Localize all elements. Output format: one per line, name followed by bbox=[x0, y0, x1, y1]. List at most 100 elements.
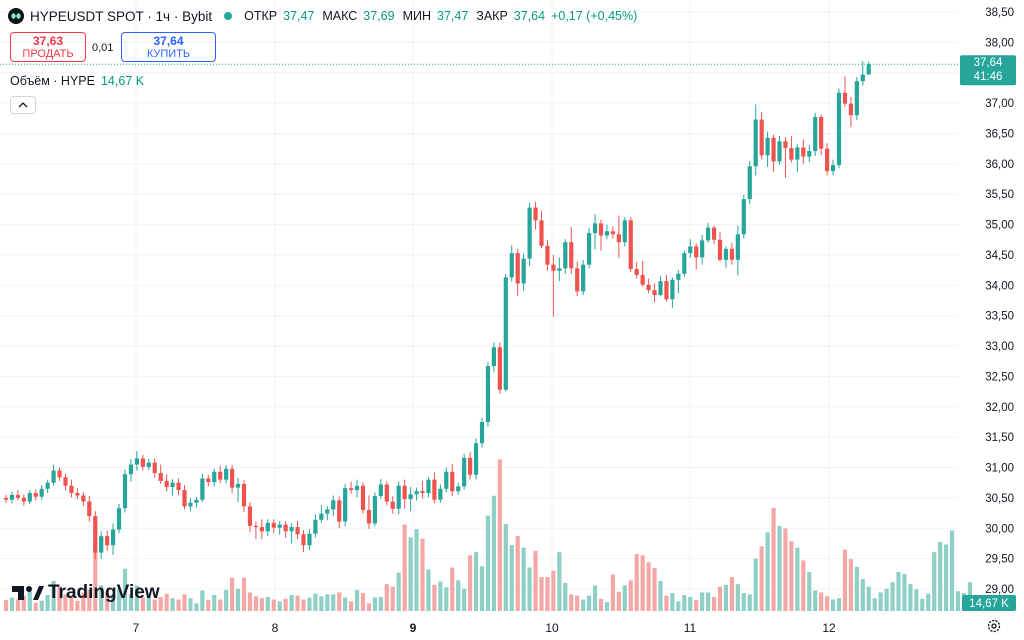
volume-bar bbox=[497, 459, 502, 611]
candle-body bbox=[93, 516, 98, 553]
volume-bar bbox=[545, 577, 550, 611]
buy-button[interactable]: 37,64 КУПИТЬ bbox=[121, 32, 216, 62]
volume-bar bbox=[230, 577, 235, 611]
candle bbox=[343, 483, 348, 527]
candle bbox=[610, 226, 615, 239]
candle-body bbox=[247, 506, 253, 526]
candle bbox=[116, 503, 122, 534]
volume-bar bbox=[955, 591, 961, 611]
volume-bar bbox=[801, 560, 806, 611]
candle-body bbox=[396, 485, 401, 509]
candle bbox=[604, 224, 610, 240]
volume-bar bbox=[896, 571, 901, 611]
candle-body bbox=[450, 471, 455, 492]
volume-bar bbox=[444, 587, 449, 611]
candle bbox=[354, 479, 360, 498]
volume-bar bbox=[598, 598, 604, 611]
volume-bar bbox=[783, 528, 788, 611]
volume-bar bbox=[729, 577, 734, 611]
candle bbox=[581, 259, 586, 296]
candle bbox=[646, 278, 651, 294]
chart-grid bbox=[0, 0, 958, 612]
tradingview-logo[interactable]: TradingView bbox=[12, 582, 160, 604]
market-status-icon bbox=[224, 12, 233, 20]
candle bbox=[450, 463, 455, 497]
volume-bar bbox=[116, 589, 122, 611]
candle-body bbox=[795, 147, 800, 160]
candle bbox=[557, 257, 562, 282]
volume-bar bbox=[878, 592, 883, 611]
candle-body bbox=[295, 527, 300, 535]
volume-bar bbox=[337, 592, 342, 611]
volume-bar bbox=[908, 584, 913, 611]
volume-bar bbox=[259, 598, 264, 611]
candle bbox=[218, 465, 223, 484]
candle bbox=[747, 160, 752, 204]
candle bbox=[212, 468, 217, 487]
candle bbox=[426, 477, 431, 498]
volume-legend-label[interactable]: Объём · HYPE bbox=[10, 74, 95, 88]
candle bbox=[479, 417, 485, 448]
volume-bar bbox=[69, 596, 74, 611]
candle bbox=[307, 528, 312, 551]
candle-body bbox=[801, 147, 806, 157]
candle-body bbox=[230, 468, 235, 488]
volume-bar bbox=[295, 595, 300, 611]
candle-body bbox=[354, 485, 360, 490]
volume-bar bbox=[884, 588, 889, 611]
candle-body bbox=[426, 479, 431, 494]
volume-bar bbox=[563, 582, 568, 611]
volume-bar bbox=[63, 594, 68, 611]
candle bbox=[158, 464, 163, 484]
candle-body bbox=[289, 527, 294, 532]
volume-bar bbox=[349, 601, 354, 611]
candle bbox=[247, 502, 253, 532]
candle bbox=[128, 459, 134, 482]
candle-body bbox=[569, 242, 574, 269]
symbol-title[interactable]: HYPEUSDT SPOT · 1ч · Bybit bbox=[30, 8, 213, 24]
candle bbox=[176, 478, 181, 496]
sell-button[interactable]: 37,63 ПРОДАТЬ bbox=[10, 32, 86, 62]
candle-body bbox=[366, 510, 372, 524]
candle-body bbox=[491, 347, 496, 367]
candle bbox=[140, 454, 145, 471]
candle-body bbox=[241, 483, 247, 507]
candle bbox=[462, 453, 467, 490]
volume-bar bbox=[105, 593, 110, 611]
candle-body bbox=[515, 253, 520, 284]
candle bbox=[63, 473, 68, 491]
price-tick: 37,00 bbox=[985, 98, 1014, 110]
volume-bar bbox=[9, 597, 15, 611]
price-tick: 35,00 bbox=[985, 220, 1014, 232]
candle bbox=[265, 519, 270, 537]
volume-bar bbox=[402, 524, 407, 611]
collapse-legend-button[interactable] bbox=[10, 96, 36, 114]
candle bbox=[456, 482, 461, 495]
candle bbox=[729, 242, 734, 265]
candle bbox=[360, 482, 366, 514]
candle bbox=[652, 283, 657, 303]
volume-bar bbox=[753, 558, 758, 611]
candle bbox=[301, 530, 306, 552]
candle-body bbox=[723, 248, 729, 260]
price-tick: 38,50 bbox=[985, 7, 1014, 19]
candle-body bbox=[301, 534, 306, 546]
volume-bar bbox=[271, 599, 276, 611]
candle-body bbox=[164, 480, 169, 487]
candle bbox=[468, 451, 473, 480]
candle-body bbox=[533, 207, 538, 221]
candle-body bbox=[116, 508, 122, 530]
gear-icon[interactable] bbox=[986, 618, 1002, 634]
volume-bar bbox=[521, 547, 526, 611]
candle bbox=[628, 217, 633, 272]
last-price-marker: 37,64 41:46 bbox=[960, 55, 1016, 86]
candle bbox=[45, 479, 50, 494]
volume-bar bbox=[581, 599, 586, 611]
candle bbox=[860, 61, 865, 86]
candle bbox=[69, 479, 74, 498]
sell-label: ПРОДАТЬ bbox=[22, 48, 74, 60]
volume-bar bbox=[515, 536, 520, 611]
candle-body bbox=[51, 470, 56, 483]
candle bbox=[735, 225, 740, 276]
